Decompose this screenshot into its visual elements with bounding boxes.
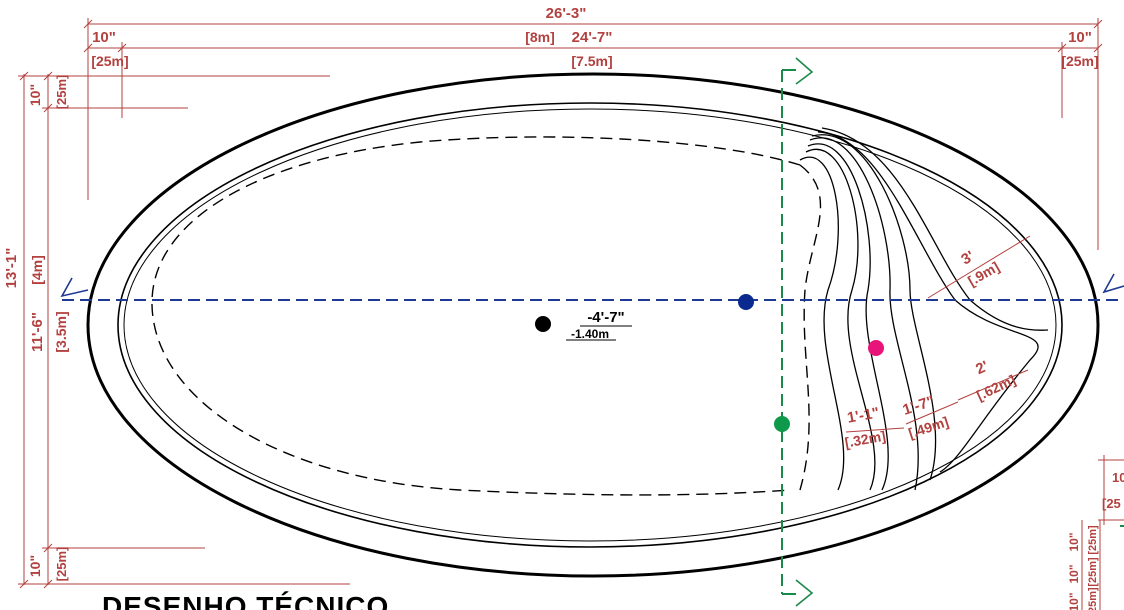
depth-imperial: -4'-7": [587, 309, 624, 326]
inner-length-metric: [7.5m]: [571, 53, 612, 69]
bottom-rim-imperial: 10": [27, 555, 43, 577]
section-arrow-left-icon: [60, 277, 89, 298]
blue-marker: [738, 294, 754, 310]
top-rim-imperial: 10": [27, 84, 43, 106]
left-rim-imperial: 10": [92, 29, 116, 46]
pool-floor-dashed: [151, 136, 801, 496]
left-rim-metric: [25m]: [91, 53, 128, 69]
step-top-imperial: 3': [958, 248, 977, 269]
left-dimension-lines: [18, 71, 350, 589]
pink-marker: [868, 340, 884, 356]
side-rim-a: 10": [1067, 532, 1081, 551]
drawing-title: DESENHO TÉCNICO: [102, 591, 389, 610]
overall-width-metric: [4m]: [29, 255, 45, 285]
side-rim-c: 10": [1067, 592, 1081, 610]
section-arrow-right-icon: [1102, 273, 1124, 294]
side-rim-d: 10: [1112, 470, 1124, 485]
inner-length-imperial: 24'-7": [572, 29, 613, 46]
pool-outer-edge: [86, 72, 1100, 578]
pool-inner-edge: [117, 102, 1063, 548]
green-marker: [774, 416, 790, 432]
bottom-rim-metric: [25m]: [54, 547, 69, 582]
overall-width-imperial: 13'-1": [3, 248, 20, 289]
step-2-imperial: 1'-7": [901, 393, 937, 419]
top-rim-metric: [25m]: [54, 75, 69, 110]
section-arrow-bottom-icon: [795, 579, 814, 607]
step-3-imperial: 2': [973, 358, 991, 378]
inner-width-imperial: 11'-6": [29, 312, 46, 352]
side-rim-b-metric: [25m]: [1087, 557, 1099, 587]
step-1-imperial: 1'-1": [846, 404, 881, 426]
step-1-metric: [.32m]: [843, 428, 886, 451]
side-rim-d-metric: [25: [1102, 496, 1121, 511]
top-dimension-lines: [83, 18, 1103, 250]
right-rim-metric: [25m]: [1061, 53, 1098, 69]
section-arrow-top-icon: [795, 57, 814, 85]
side-rim-c-metric: [25m]: [1087, 587, 1099, 610]
inner-width-metric: [3.5m]: [53, 311, 69, 352]
side-rim-b: 10": [1067, 564, 1081, 583]
pool-rim-line: [123, 108, 1057, 542]
depth-metric: -1.40m: [571, 327, 609, 341]
overall-length-metric: [8m]: [525, 29, 555, 45]
side-rim-a-metric: [25m]: [1087, 525, 1099, 555]
overall-length-imperial: 26'-3": [546, 5, 587, 22]
pool-steps: [799, 127, 1049, 491]
right-rim-imperial: 10": [1068, 29, 1092, 46]
side-detail-lines: [1081, 455, 1124, 610]
step-2-metric: [.49m]: [906, 413, 950, 441]
depth-marker: [535, 316, 551, 332]
